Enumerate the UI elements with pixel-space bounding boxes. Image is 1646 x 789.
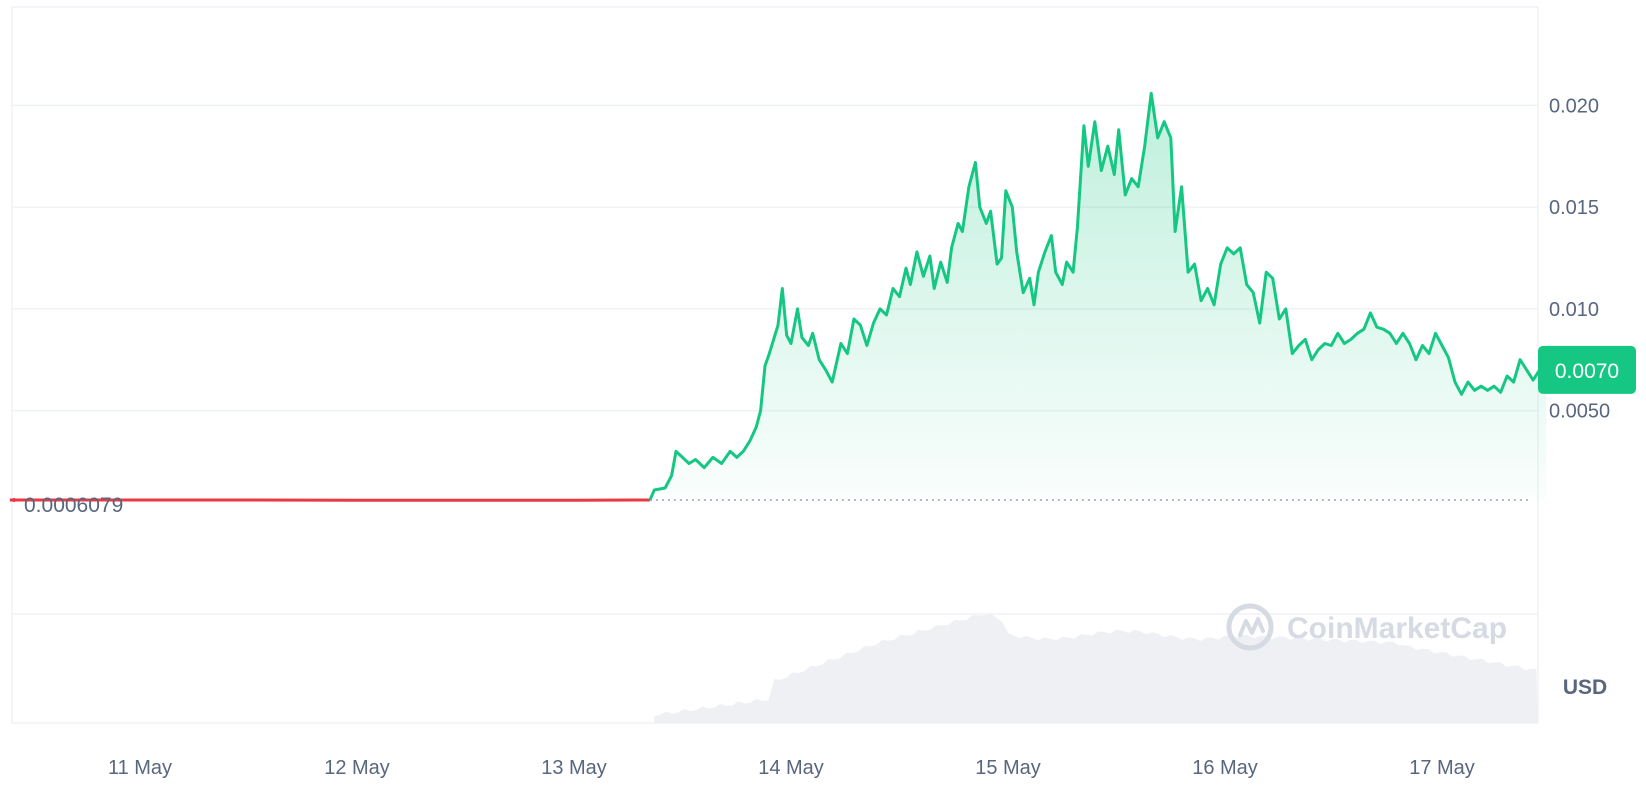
open-price-marker bbox=[12, 498, 16, 502]
open-price-label: 0.0006079 bbox=[24, 494, 123, 517]
x-tick-label: 16 May bbox=[1192, 757, 1258, 779]
x-axis-labels: 11 May 12 May 13 May 14 May 15 May 16 May 17 M… bbox=[108, 757, 1475, 779]
y-tick-label: 0.010 bbox=[1549, 299, 1599, 321]
x-tick-label: 12 May bbox=[324, 757, 390, 779]
y-axis-labels: 0.0050 0.010 0.015 0.020 bbox=[1549, 95, 1610, 422]
x-tick-label: 11 May bbox=[108, 757, 172, 779]
volume-area bbox=[654, 613, 1538, 723]
y-tick-label: 0.0050 bbox=[1549, 401, 1610, 423]
current-price-badge: 0.0070 bbox=[1538, 345, 1636, 394]
currency-label: USD bbox=[1563, 676, 1607, 699]
y-tick-label: 0.020 bbox=[1549, 95, 1599, 117]
y-tick-label: 0.015 bbox=[1549, 197, 1599, 219]
volume-shape bbox=[654, 613, 1538, 723]
x-tick-label: 14 May bbox=[758, 757, 824, 779]
price-line-above-open bbox=[648, 91, 1547, 501]
x-tick-label: 13 May bbox=[541, 757, 607, 779]
current-price-label: 0.0070 bbox=[1555, 360, 1619, 383]
x-tick-label: 15 May bbox=[975, 757, 1041, 779]
price-area-fill bbox=[649, 93, 1547, 500]
x-tick-label: 17 May bbox=[1409, 757, 1475, 779]
coinmarketcap-logo-icon bbox=[1226, 603, 1274, 651]
coinmarketcap-watermark: CoinMarketCap bbox=[1226, 603, 1507, 651]
watermark-text: CoinMarketCap bbox=[1287, 612, 1507, 645]
